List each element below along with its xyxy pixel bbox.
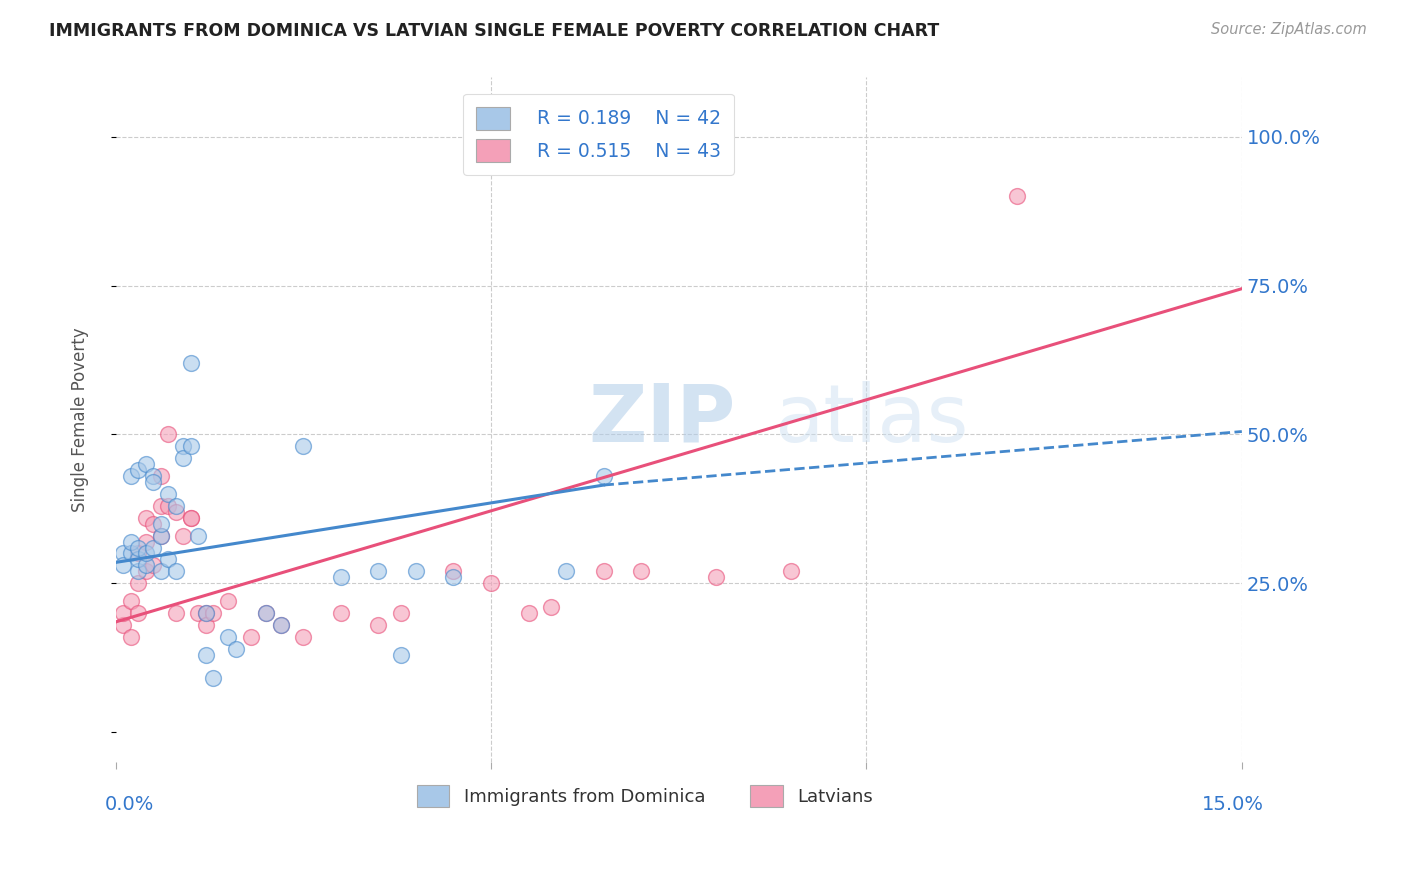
Point [127,541,149,555]
Point [142,469,165,483]
Point [443,570,465,584]
Point [165,606,187,620]
Point [329,570,352,584]
Point [443,565,465,579]
Text: ZIP: ZIP [589,381,735,458]
Text: atlas: atlas [775,381,969,458]
Point [135,565,157,579]
Point [180,510,202,524]
Point [127,552,149,566]
Point [127,606,149,620]
Point [112,618,135,632]
Point [149,516,172,531]
Point [127,576,149,591]
Point [254,606,277,620]
Text: 0.0%: 0.0% [104,795,153,814]
Point [165,499,187,513]
Point [127,463,149,477]
Point [127,565,149,579]
Text: IMMIGRANTS FROM DOMINICA VS LATVIAN SINGLE FEMALE POVERTY CORRELATION CHART: IMMIGRANTS FROM DOMINICA VS LATVIAN SING… [49,22,939,40]
Point [180,510,202,524]
Point [172,451,194,466]
Y-axis label: Single Female Poverty: Single Female Poverty [72,327,89,512]
Point [367,565,389,579]
Point [780,565,803,579]
Point [270,618,292,632]
Point [254,606,277,620]
Point [149,565,172,579]
Point [194,648,217,662]
Point [180,356,202,370]
Point [112,606,135,620]
Point [292,630,315,644]
Legend: Immigrants from Dominica, Latvians: Immigrants from Dominica, Latvians [409,778,880,814]
Point [157,427,180,442]
Point [194,606,217,620]
Point [165,505,187,519]
Point [149,528,172,542]
Point [149,528,172,542]
Point [172,528,194,542]
Point [112,547,135,561]
Point [149,499,172,513]
Point [389,606,412,620]
Point [180,439,202,453]
Point [202,606,225,620]
Point [120,534,142,549]
Point [592,469,614,483]
Point [1005,189,1028,203]
Point [389,648,412,662]
Point [225,641,247,656]
Point [157,487,180,501]
Point [112,558,135,573]
Point [142,516,165,531]
Point [149,469,172,483]
Point [142,475,165,489]
Point [202,672,225,686]
Point [517,606,540,620]
Point [704,570,727,584]
Point [165,565,187,579]
Point [142,558,165,573]
Point [630,565,652,579]
Point [329,606,352,620]
Point [187,528,209,542]
Point [120,469,142,483]
Point [540,600,562,615]
Point [555,565,578,579]
Text: Source: ZipAtlas.com: Source: ZipAtlas.com [1211,22,1367,37]
Point [120,547,142,561]
Point [142,541,165,555]
Point [270,618,292,632]
Point [217,594,239,608]
Point [157,552,180,566]
Point [157,499,180,513]
Point [405,565,427,579]
Point [172,439,194,453]
Point [135,510,157,524]
Point [592,565,614,579]
Point [127,547,149,561]
Point [120,594,142,608]
Point [135,534,157,549]
Point [194,606,217,620]
Point [194,618,217,632]
Point [292,439,315,453]
Point [135,457,157,471]
Point [120,630,142,644]
Point [479,576,502,591]
Point [217,630,239,644]
Text: 15.0%: 15.0% [1202,795,1264,814]
Point [187,606,209,620]
Point [135,558,157,573]
Point [135,547,157,561]
Point [367,618,389,632]
Point [239,630,262,644]
